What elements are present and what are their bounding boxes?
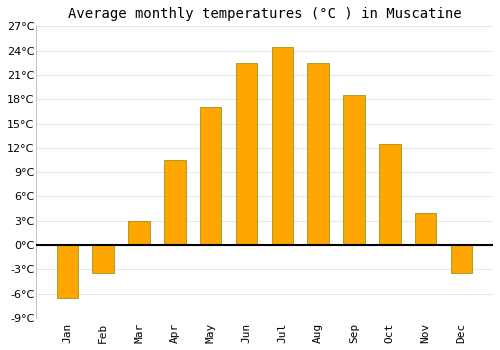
Bar — [128, 221, 150, 245]
Bar — [451, 245, 472, 273]
Bar — [200, 107, 222, 245]
Bar — [272, 47, 293, 245]
Title: Average monthly temperatures (°C ) in Muscatine: Average monthly temperatures (°C ) in Mu… — [68, 7, 462, 21]
Bar — [56, 245, 78, 298]
Bar — [379, 144, 400, 245]
Bar — [344, 95, 365, 245]
Bar — [164, 160, 186, 245]
Bar — [92, 245, 114, 273]
Bar — [308, 63, 329, 245]
Bar — [236, 63, 258, 245]
Bar — [415, 212, 436, 245]
